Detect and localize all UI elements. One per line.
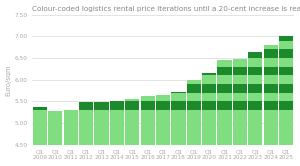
Bar [233,101,247,110]
Bar [233,110,247,145]
Bar [279,58,293,67]
Bar [79,102,93,110]
Bar [187,84,201,93]
Bar [218,93,232,101]
Bar [248,75,262,84]
Bar [187,110,201,145]
Bar [248,67,262,75]
Bar [233,75,247,84]
Bar [202,75,216,84]
Bar [48,111,62,145]
Bar [264,67,278,75]
Bar [156,95,170,101]
Bar [171,101,185,110]
Bar [79,110,93,145]
Bar [248,52,262,58]
Bar [279,75,293,84]
Bar [233,67,247,75]
Bar [125,99,140,101]
Bar [264,101,278,110]
Bar [279,67,293,75]
Bar [279,36,293,41]
Bar [94,110,109,145]
Bar [248,84,262,93]
Bar [110,110,124,145]
Bar [233,93,247,101]
Bar [187,80,201,84]
Bar [202,84,216,93]
Bar [125,110,140,145]
Bar [279,49,293,58]
Bar [202,110,216,145]
Bar [264,93,278,101]
Bar [264,84,278,93]
Bar [125,101,140,110]
Bar [141,101,155,110]
Bar [233,84,247,93]
Bar [218,101,232,110]
Bar [110,101,124,110]
Bar [218,84,232,93]
Bar [33,107,47,110]
Bar [156,110,170,145]
Bar [171,93,185,101]
Bar [279,101,293,110]
Bar [248,58,262,67]
Bar [264,75,278,84]
Bar [279,93,293,101]
Bar [187,93,201,101]
Bar [218,110,232,145]
Bar [171,110,185,145]
Bar [248,93,262,101]
Bar [218,60,232,67]
Bar [279,110,293,145]
Bar [202,101,216,110]
Bar [248,110,262,145]
Bar [202,73,216,75]
Bar [264,58,278,67]
Bar [171,92,185,93]
Bar [64,110,78,145]
Bar [264,49,278,58]
Bar [33,110,47,145]
Bar [141,110,155,145]
Bar [218,75,232,84]
Bar [202,93,216,101]
Bar [187,101,201,110]
Bar [156,101,170,110]
Bar [141,96,155,101]
Text: Colour-coded logistics rental price iterations until a 20-cent increase is reach: Colour-coded logistics rental price iter… [32,5,300,12]
Bar [248,101,262,110]
Bar [233,59,247,67]
Bar [218,67,232,75]
Y-axis label: Euro/sqm: Euro/sqm [6,64,12,95]
Bar [264,110,278,145]
Bar [94,102,109,110]
Bar [279,41,293,49]
Bar [279,84,293,93]
Bar [264,45,278,49]
